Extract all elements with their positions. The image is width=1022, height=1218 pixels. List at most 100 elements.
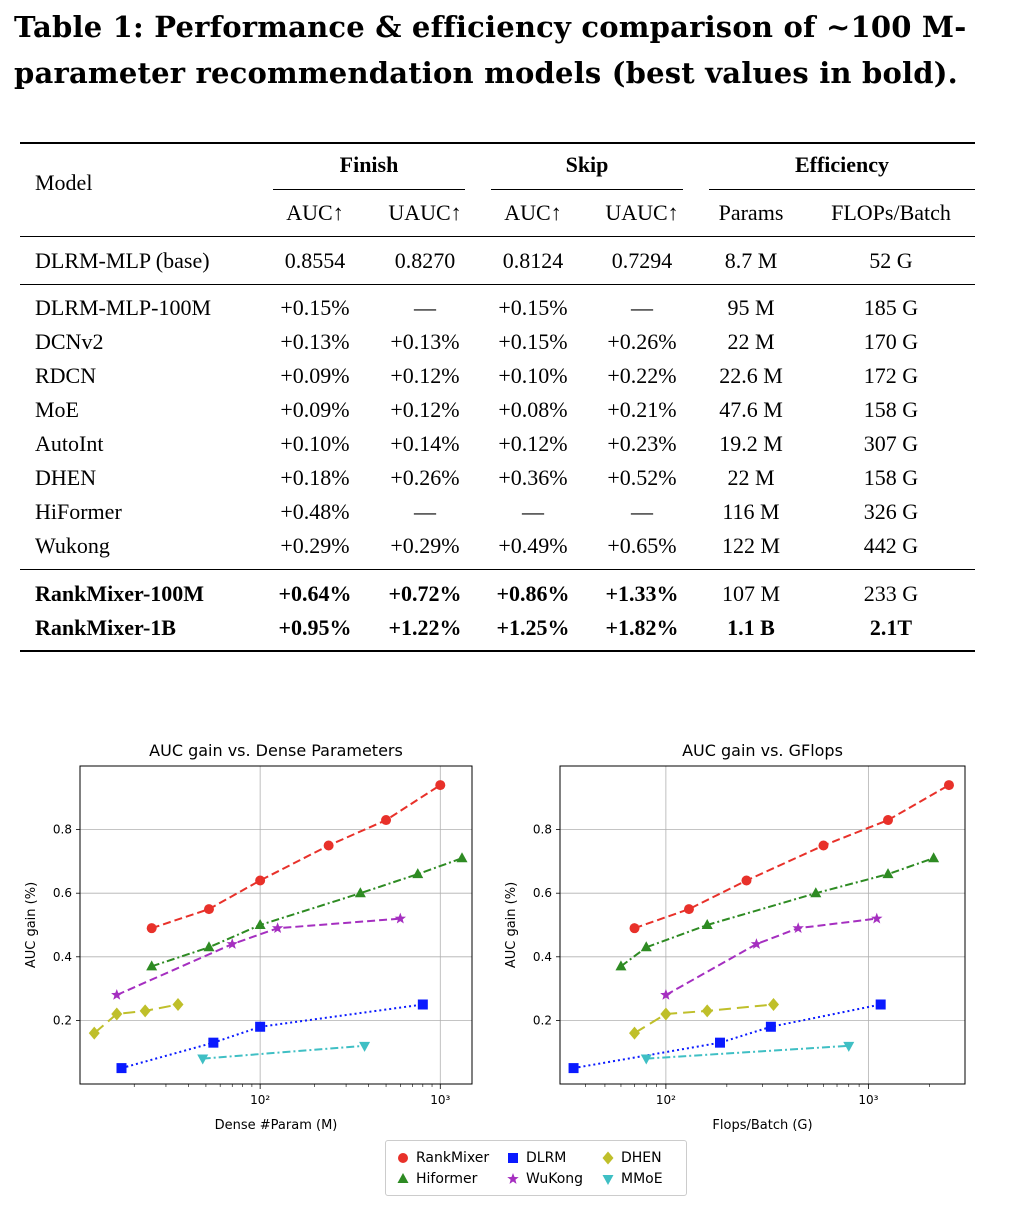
subheader-3: UAUC↑ bbox=[605, 200, 679, 225]
table-row-cell: +0.23% bbox=[607, 431, 677, 456]
data-point-wukong bbox=[792, 922, 804, 933]
best-row-model: RankMixer-1B bbox=[35, 615, 176, 640]
best-row-cell: +0.86% bbox=[496, 581, 570, 606]
y-axis-label: AUC gain (%) bbox=[504, 882, 519, 968]
data-point-rankmixer bbox=[683, 904, 694, 915]
base-rule bbox=[20, 284, 975, 285]
series-line-wukong bbox=[665, 917, 877, 996]
data-point-dlrm bbox=[714, 1037, 725, 1048]
legend-label: RankMixer bbox=[416, 1150, 490, 1166]
square-marker-icon bbox=[508, 1153, 518, 1163]
best-rule bbox=[20, 569, 975, 570]
series-line-hiformer bbox=[620, 857, 934, 968]
base-row-model: DLRM-MLP (base) bbox=[35, 248, 210, 273]
table-row-cell: +0.13% bbox=[280, 329, 350, 354]
table-row-cell: — bbox=[631, 499, 653, 524]
series-line-dhen bbox=[633, 1003, 774, 1034]
table-row-cell: +0.22% bbox=[607, 363, 677, 388]
data-point-dhen bbox=[88, 1026, 100, 1040]
table-row-cell: 95 M bbox=[727, 295, 775, 320]
legend-label: WuKong bbox=[526, 1171, 584, 1187]
header-skip: Skip bbox=[565, 152, 609, 177]
y-tick-label: 0.2 bbox=[533, 1013, 552, 1027]
table-row-cell: +0.09% bbox=[280, 363, 350, 388]
legend-label: Hiformer bbox=[416, 1171, 478, 1187]
table-row-cell: 122 M bbox=[721, 533, 781, 558]
x-tick-label: 10³ bbox=[430, 1093, 450, 1107]
table-row-cell: 19.2 M bbox=[719, 431, 783, 456]
data-point-wukong bbox=[871, 912, 883, 924]
plot-frame bbox=[79, 765, 473, 1085]
data-point-rankmixer bbox=[203, 904, 214, 915]
table-row-cell: 22.6 M bbox=[719, 363, 783, 388]
legend: RankMixer Hiformer DLRM WuKong DHEN MMoE bbox=[385, 1140, 687, 1196]
table-row-cell: +0.21% bbox=[607, 397, 677, 422]
table-row-cell: 116 M bbox=[722, 499, 780, 524]
data-point-dhen bbox=[139, 1004, 151, 1018]
header-finish: Finish bbox=[339, 152, 399, 177]
legend-label: DLRM bbox=[526, 1150, 567, 1166]
best-row-cell: 233 G bbox=[863, 581, 919, 606]
data-point-dhen bbox=[111, 1007, 123, 1021]
legend-item-dhen: DHEN bbox=[601, 1148, 662, 1168]
y-tick-label: 0.2 bbox=[53, 1013, 72, 1027]
table-row-cell: +0.08% bbox=[498, 397, 568, 422]
data-point-wukong bbox=[750, 938, 763, 949]
bottom-rule bbox=[20, 650, 975, 652]
table-row-cell: +0.10% bbox=[280, 431, 350, 456]
best-row-cell: 107 M bbox=[721, 581, 781, 606]
table-row-cell: 170 G bbox=[863, 329, 919, 354]
base-row-cell: 0.8270 bbox=[394, 248, 456, 273]
legend-marker bbox=[398, 1153, 408, 1163]
table-row-cell: 326 G bbox=[863, 499, 919, 524]
table-row-cell: 22 M bbox=[727, 465, 775, 490]
legend-item-mmoe: MMoE bbox=[601, 1169, 663, 1189]
data-point-mmoe bbox=[359, 1041, 371, 1052]
data-point-rankmixer bbox=[943, 780, 954, 791]
y-tick-label: 0.4 bbox=[53, 950, 72, 964]
data-point-hiformer bbox=[615, 960, 627, 971]
cmid-efficiency bbox=[709, 189, 975, 190]
table-row-model: Wukong bbox=[35, 533, 110, 558]
data-point-rankmixer bbox=[435, 780, 446, 791]
series-line-mmoe bbox=[646, 1044, 849, 1060]
data-point-dhen bbox=[660, 1007, 672, 1021]
x-axis-label: Flops/Batch (G) bbox=[712, 1118, 812, 1133]
table-row-cell: +0.26% bbox=[390, 465, 460, 490]
data-point-wukong bbox=[660, 989, 672, 1000]
header-model: Model bbox=[35, 170, 93, 195]
series-line-hiformer bbox=[151, 857, 463, 968]
legend-item-dlrm: DLRM bbox=[506, 1148, 566, 1168]
data-point-hiformer bbox=[412, 868, 424, 879]
x-axis-label: Dense #Param (M) bbox=[215, 1118, 338, 1133]
best-row-cell: +1.25% bbox=[496, 615, 570, 640]
chart-gflops: AUC gain vs. GFlops 0.2 0.4 0.6 0.8 10² 10³ Flo… bbox=[504, 741, 966, 1133]
y-tick-label: 0.8 bbox=[53, 823, 72, 837]
data-point-rankmixer bbox=[883, 815, 894, 826]
data-point-wukong bbox=[226, 938, 238, 949]
legend-label: MMoE bbox=[621, 1171, 663, 1187]
data-point-hiformer bbox=[354, 887, 366, 898]
data-point-dhen bbox=[172, 998, 184, 1011]
x-tick-label: 10² bbox=[656, 1093, 676, 1107]
chart-title: AUC gain vs. Dense Parameters bbox=[149, 741, 403, 760]
series-line-dhen bbox=[93, 1003, 179, 1034]
best-row-cell: +1.82% bbox=[605, 615, 679, 640]
base-row-cell: 0.7294 bbox=[611, 248, 673, 273]
table-row-cell: +0.14% bbox=[390, 431, 460, 456]
table-row-cell: +0.09% bbox=[280, 397, 350, 422]
plot-frame bbox=[559, 765, 966, 1085]
table-row-model: HiFormer bbox=[35, 499, 122, 524]
header-efficiency: Efficiency bbox=[794, 152, 890, 177]
table-row-cell: +0.48% bbox=[280, 499, 350, 524]
x-tick-label: 10³ bbox=[858, 1093, 878, 1107]
cmid-skip bbox=[491, 189, 683, 190]
table-row-cell: +0.12% bbox=[498, 431, 568, 456]
legend-marker bbox=[397, 1173, 409, 1183]
diamond-marker-icon bbox=[602, 1151, 614, 1165]
best-row-cell: +1.33% bbox=[605, 581, 679, 606]
table-row-cell: 172 G bbox=[863, 363, 919, 388]
legend-item-rankmixer: RankMixer bbox=[396, 1148, 489, 1168]
table-row-cell: +0.65% bbox=[607, 533, 677, 558]
table-row-cell: 22 M bbox=[727, 329, 775, 354]
